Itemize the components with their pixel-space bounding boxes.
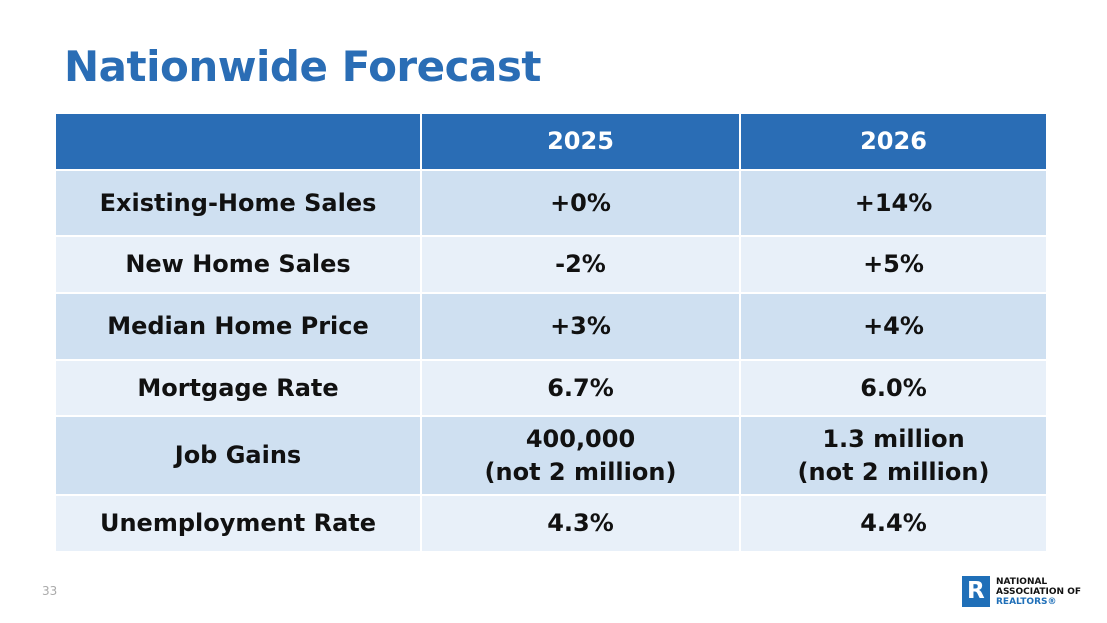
logo-text: NATIONAL ASSOCIATION OF REALTORS® [996, 577, 1081, 607]
page-title: Nationwide Forecast [64, 42, 541, 91]
table-row: Unemployment Rate 4.3% 4.4% [56, 494, 1046, 551]
forecast-table: 2025 2026 Existing-Home Sales +0% +14% N… [56, 114, 1046, 551]
header-2026: 2026 [739, 114, 1046, 170]
table-header-row: 2025 2026 [56, 114, 1046, 170]
value-2025: 400,000 (not 2 million) [420, 415, 740, 495]
value-main: 400,000 [525, 424, 636, 453]
realtor-r-icon: R [962, 576, 990, 607]
row-label: New Home Sales [56, 235, 421, 293]
header-2025: 2025 [420, 114, 740, 170]
table-row: Existing-Home Sales +0% +14% [56, 169, 1046, 236]
value-2025: +3% [420, 292, 740, 360]
slide-number: 33 [42, 584, 58, 598]
row-label: Median Home Price [56, 292, 421, 360]
table-row: Mortgage Rate 6.7% 6.0% [56, 359, 1046, 416]
row-label: Existing-Home Sales [56, 169, 421, 236]
table-row: Median Home Price +3% +4% [56, 292, 1046, 360]
logo-line2: ASSOCIATION OF [996, 586, 1081, 597]
row-label: Mortgage Rate [56, 359, 421, 416]
value-2025: 6.7% [420, 359, 740, 416]
value-note: (not 2 million) [797, 457, 990, 486]
row-label: Unemployment Rate [56, 494, 421, 551]
value-2026: +4% [739, 292, 1046, 360]
value-2026: 4.4% [739, 494, 1046, 551]
header-blank [56, 114, 421, 170]
logo-line3: REALTORS® [996, 596, 1057, 607]
value-2025: -2% [420, 235, 740, 293]
nar-logo: R NATIONAL ASSOCIATION OF REALTORS® [962, 576, 1081, 607]
value-note: (not 2 million) [484, 457, 677, 486]
table-row: Job Gains 400,000 (not 2 million) 1.3 mil… [56, 415, 1046, 495]
logo-line1: NATIONAL [996, 576, 1048, 587]
row-label: Job Gains [56, 415, 421, 495]
value-main: 1.3 million [822, 424, 965, 453]
value-2025: 4.3% [420, 494, 740, 551]
value-2025: +0% [420, 169, 740, 236]
value-2026: 1.3 million (not 2 million) [739, 415, 1046, 495]
value-2026: +5% [739, 235, 1046, 293]
table-row: New Home Sales -2% +5% [56, 235, 1046, 293]
value-2026: +14% [739, 169, 1046, 236]
value-2026: 6.0% [739, 359, 1046, 416]
